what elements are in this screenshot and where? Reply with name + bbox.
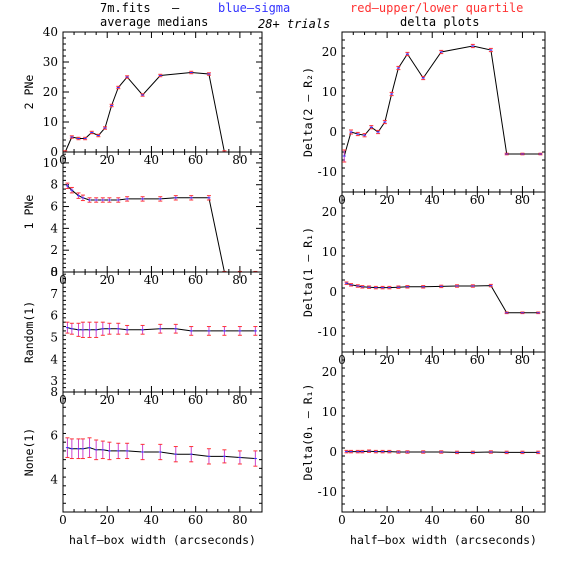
y-tick-label: 8	[50, 265, 58, 279]
panel-left-3: 0 20 40 60 80 3 4 5 6 7 8 Random(1)	[22, 265, 263, 407]
y-tick-label: 8	[50, 385, 58, 399]
y-tick-label: 6	[50, 429, 58, 443]
x-tick-label: 20	[100, 153, 115, 167]
y-tick-label: 4	[50, 221, 58, 235]
y-tick-label: 10	[43, 156, 58, 170]
x-tick-label: 20	[379, 193, 394, 207]
y-tick-label: 8	[50, 178, 58, 192]
x-tick-label: 60	[188, 153, 203, 167]
x-axis-label: half–box width (arcseconds)	[69, 533, 256, 547]
y-tick-label: 0	[50, 265, 58, 279]
left-subtitle: average medians	[100, 15, 208, 29]
x-tick-label: 0	[338, 513, 346, 527]
x-tick-label: 20	[379, 353, 394, 367]
x-tick-label: 20	[100, 513, 115, 527]
y-axis-label: Delta(2 – R₂)	[301, 67, 315, 157]
x-tick-label: 20	[100, 393, 115, 407]
y-axis-label: 2 PNe	[22, 75, 36, 110]
y-axis-label: 1 PNe	[22, 195, 36, 230]
y-tick-label: 4	[50, 472, 58, 486]
y-tick-label: 10	[43, 115, 58, 129]
series-line	[67, 327, 256, 332]
header-dash: –	[172, 1, 180, 15]
x-tick-label: 40	[425, 193, 440, 207]
y-tick-label: 30	[43, 55, 58, 69]
panel-left-4: 0 20 40 60 80 4 6 8 None(1) half–box width (arcse…	[22, 385, 263, 547]
figure-header: 7m.fits – blue–sigma red–upper/lower qua…	[100, 1, 523, 31]
series-line	[67, 447, 256, 459]
plot-frame	[341, 351, 546, 513]
y-tick-label: 0	[50, 145, 58, 159]
y-axis-label: None(1)	[22, 428, 36, 476]
x-tick-label: 60	[470, 353, 485, 367]
file-name: 7m.fits	[100, 1, 151, 15]
y-tick-label: 3	[50, 374, 58, 388]
y-tick-label: 4	[50, 352, 58, 366]
y-tick-label: 2	[50, 243, 58, 257]
y-tick-label: 10	[322, 85, 337, 99]
x-tick-label: 80	[515, 513, 530, 527]
x-tick-label: 60	[470, 513, 485, 527]
x-tick-label: 80	[232, 273, 247, 287]
y-tick-label: 6	[50, 200, 58, 214]
y-tick-label: 20	[322, 365, 337, 379]
y-tick-label: 40	[43, 25, 58, 39]
plot-frame	[341, 31, 546, 193]
y-tick-label: 6	[50, 309, 58, 323]
red-quartile-label: red–upper/lower quartile	[350, 1, 523, 15]
y-tick-label: 0	[329, 125, 337, 139]
blue-sigma-label: blue–sigma	[218, 1, 290, 15]
y-tick-label: 10	[322, 405, 337, 419]
y-tick-label: 7	[50, 287, 58, 301]
plot-frame	[62, 271, 263, 393]
x-tick-label: 80	[232, 153, 247, 167]
x-tick-label: 80	[515, 193, 530, 207]
x-tick-label: 40	[144, 273, 159, 287]
x-axis-label: half–box width (arcseconds)	[350, 533, 537, 547]
series-line	[343, 45, 541, 157]
x-tick-label: 40	[425, 353, 440, 367]
series-line	[64, 71, 225, 153]
y-tick-label: 20	[322, 45, 337, 59]
x-tick-label: 40	[144, 513, 159, 527]
y-tick-label: -10	[318, 325, 337, 339]
x-tick-label: 60	[470, 193, 485, 207]
y-tick-label: -10	[318, 165, 337, 179]
y-axis-label: Random(1)	[22, 301, 36, 363]
x-tick-label: 80	[515, 353, 530, 367]
y-tick-label: 5	[50, 330, 58, 344]
y-axis-label: Delta(1 – R₁)	[301, 227, 315, 317]
x-tick-label: 60	[188, 273, 203, 287]
x-tick-label: 40	[144, 153, 159, 167]
y-tick-label: 0	[329, 445, 337, 459]
plot-frame	[341, 191, 546, 353]
x-tick-label: 20	[379, 513, 394, 527]
x-tick-label: 60	[188, 393, 203, 407]
y-tick-label: -10	[318, 485, 337, 499]
y-tick-label: 20	[43, 85, 58, 99]
x-tick-label: 40	[425, 513, 440, 527]
x-tick-label: 60	[188, 513, 203, 527]
x-tick-label: 40	[144, 393, 159, 407]
x-tick-label: 80	[232, 513, 247, 527]
plot-frame	[62, 151, 263, 273]
x-tick-label: 80	[232, 393, 247, 407]
x-tick-label: 0	[59, 513, 67, 527]
trials-label: 28+ trials	[258, 17, 330, 31]
y-tick-label: 20	[322, 205, 337, 219]
y-tick-label: 10	[322, 245, 337, 259]
y-axis-label: Delta(0₁ – R₁)	[301, 384, 315, 481]
right-subtitle: delta plots	[400, 15, 479, 29]
x-tick-label: 20	[100, 273, 115, 287]
y-tick-label: 0	[329, 285, 337, 299]
